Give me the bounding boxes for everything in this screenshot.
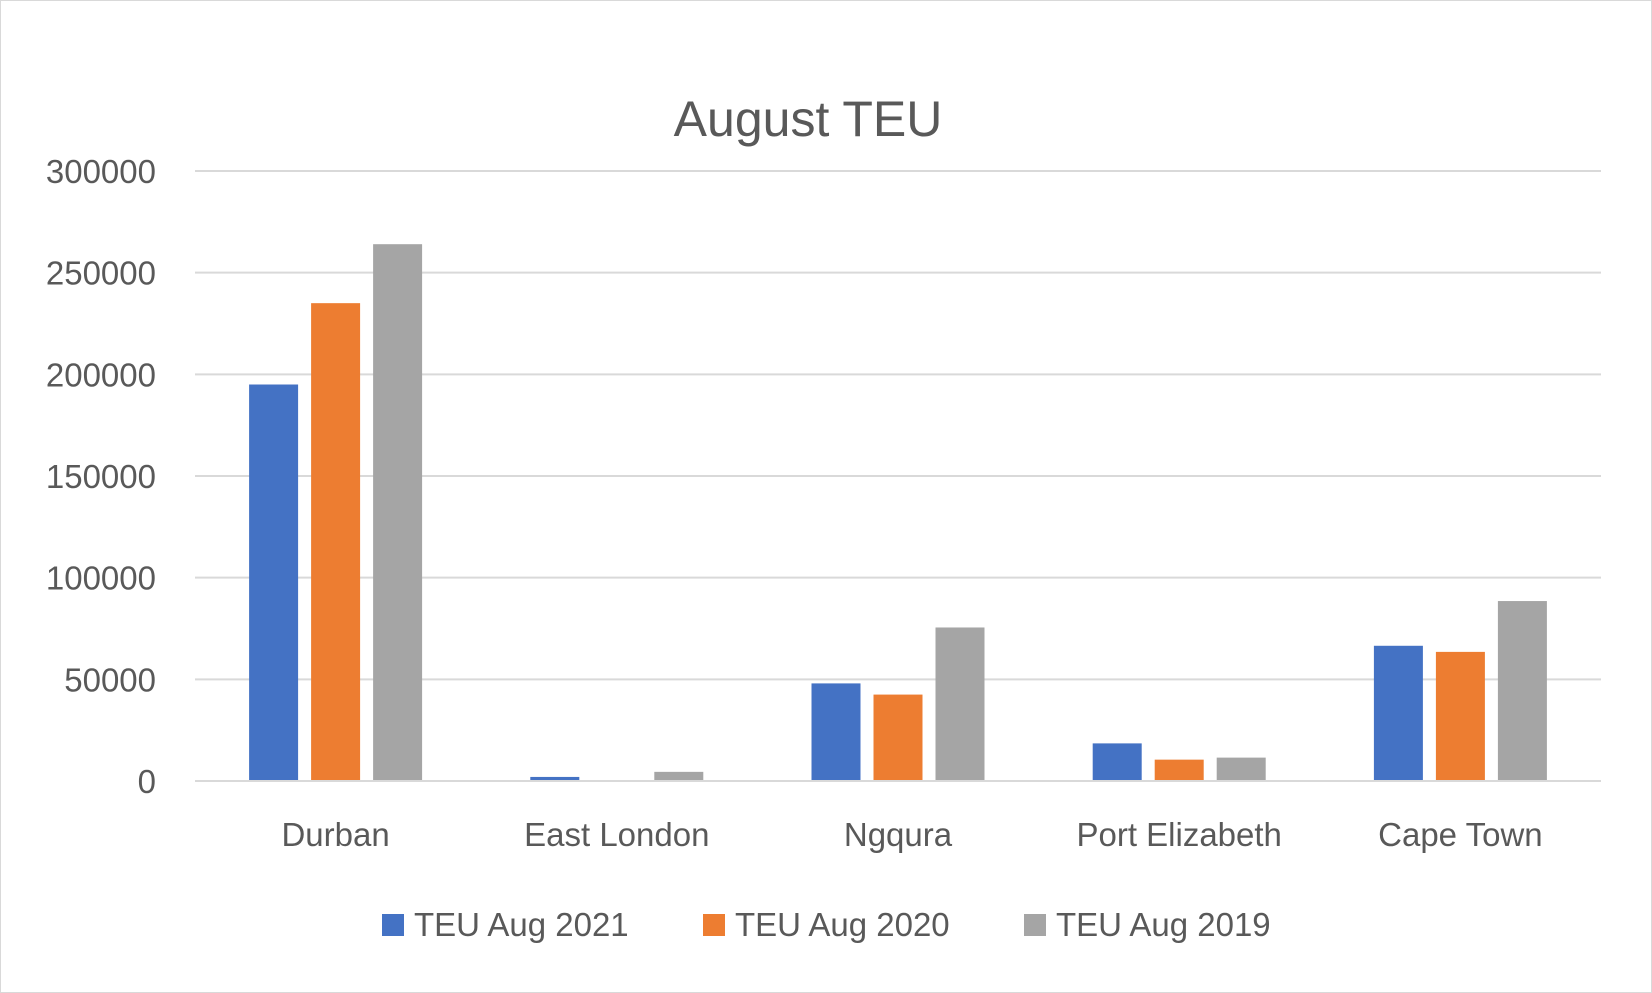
bar-east-london-1 bbox=[530, 776, 580, 781]
y-tick-label: 250000 bbox=[46, 255, 156, 292]
bar-durban-2 bbox=[311, 303, 361, 781]
legend-swatch bbox=[1024, 914, 1046, 936]
y-tick-label: 0 bbox=[138, 763, 156, 800]
x-tick-label: Cape Town bbox=[1378, 816, 1543, 853]
bar-port-elizabeth-1 bbox=[1092, 743, 1142, 781]
bar-cape-town-2 bbox=[1435, 651, 1485, 781]
bar-ngqura-1 bbox=[811, 683, 861, 781]
y-tick-label: 300000 bbox=[46, 153, 156, 190]
x-tick-label: East London bbox=[524, 816, 709, 853]
bar-port-elizabeth-3 bbox=[1216, 757, 1266, 781]
gridlines bbox=[195, 170, 1601, 681]
bar-ngqura-3 bbox=[935, 627, 985, 781]
y-tick-label: 200000 bbox=[46, 356, 156, 393]
bar-port-elizabeth-2 bbox=[1154, 759, 1204, 781]
bar-east-london-3 bbox=[654, 771, 704, 781]
y-tick-label: 150000 bbox=[46, 458, 156, 495]
y-tick-label: 100000 bbox=[46, 560, 156, 597]
legend-swatch bbox=[703, 914, 725, 936]
y-axis-ticks: 0 50000 100000 150000 200000 250000 300000 bbox=[46, 153, 156, 800]
y-tick-label: 50000 bbox=[64, 661, 156, 698]
legend-label: TEU Aug 2021 bbox=[414, 906, 629, 943]
x-tick-label: Ngqura bbox=[844, 816, 953, 853]
bars bbox=[195, 244, 1601, 782]
bar-durban-1 bbox=[249, 384, 299, 781]
chart-title: August TEU bbox=[674, 91, 943, 147]
x-tick-label: Port Elizabeth bbox=[1076, 816, 1281, 853]
bar-ngqura-2 bbox=[873, 694, 923, 781]
bar-cape-town-1 bbox=[1373, 645, 1423, 781]
x-tick-label: Durban bbox=[281, 816, 389, 853]
legend-label: TEU Aug 2020 bbox=[735, 906, 950, 943]
legend-swatch bbox=[382, 914, 404, 936]
bar-durban-3 bbox=[373, 244, 423, 781]
legend-label: TEU Aug 2019 bbox=[1056, 906, 1271, 943]
legend: TEU Aug 2021 TEU Aug 2020 TEU Aug 2019 bbox=[382, 906, 1271, 943]
x-axis-ticks: Durban East London Ngqura Port Elizabeth Cap… bbox=[281, 816, 1542, 853]
bar-cape-town-3 bbox=[1497, 601, 1547, 781]
